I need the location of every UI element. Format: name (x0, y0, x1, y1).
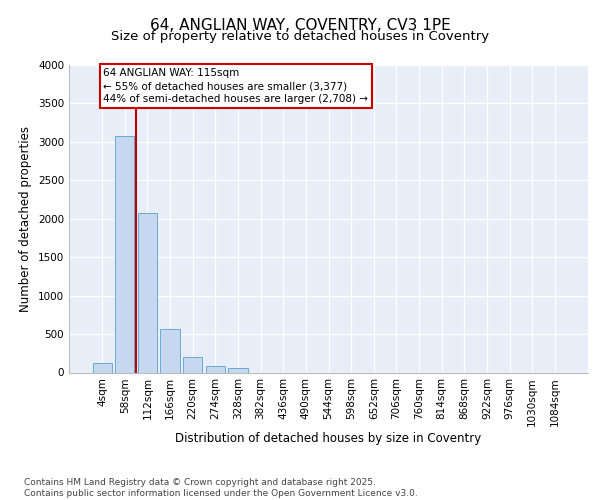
Bar (183, 357, 202, 372)
X-axis label: Distribution of detached houses by size in Coventry: Distribution of detached houses by size … (175, 432, 482, 444)
Bar (138, 212, 157, 372)
Bar (206, 366, 225, 372)
Bar (160, 328, 180, 372)
Bar (115, 136, 134, 372)
Bar (92, 362, 112, 372)
Bar (229, 368, 248, 372)
Text: Size of property relative to detached houses in Coventry: Size of property relative to detached ho… (111, 30, 489, 43)
Text: 64, ANGLIAN WAY, COVENTRY, CV3 1PE: 64, ANGLIAN WAY, COVENTRY, CV3 1PE (149, 18, 451, 32)
Text: 64 ANGLIAN WAY: 115sqm
← 55% of detached houses are smaller (3,377)
44% of semi-: 64 ANGLIAN WAY: 115sqm ← 55% of detached… (103, 68, 368, 104)
Text: Contains HM Land Registry data © Crown copyright and database right 2025.
Contai: Contains HM Land Registry data © Crown c… (24, 478, 418, 498)
Y-axis label: Number of detached properties: Number of detached properties (19, 126, 32, 312)
